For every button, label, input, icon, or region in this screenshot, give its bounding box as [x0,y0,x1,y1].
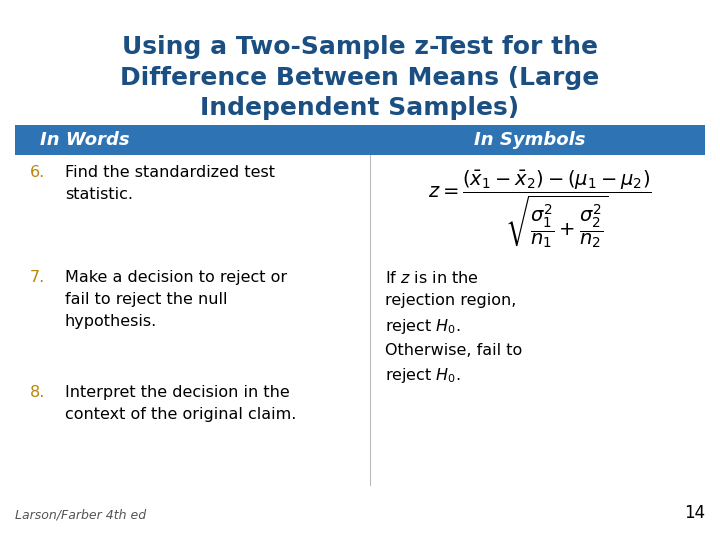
Text: 6.: 6. [30,165,45,180]
Text: $z = \dfrac{(\bar{x}_1 - \bar{x}_2) - (\mu_1 - \mu_2)}{\sqrt{\dfrac{\sigma_1^2}{: $z = \dfrac{(\bar{x}_1 - \bar{x}_2) - (\… [428,169,652,251]
Text: 14: 14 [684,504,705,522]
Text: Make a decision to reject or
fail to reject the null
hypothesis.: Make a decision to reject or fail to rej… [65,270,287,329]
Text: Using a Two-Sample z-Test for the
Difference Between Means (Large
Independent Sa: Using a Two-Sample z-Test for the Differ… [120,35,600,120]
Text: Find the standardized test
statistic.: Find the standardized test statistic. [65,165,275,202]
Text: Interpret the decision in the
context of the original claim.: Interpret the decision in the context of… [65,385,297,422]
Bar [15,125,705,155]
Text: In Words: In Words [40,131,130,149]
Text: In Symbols: In Symbols [474,131,586,149]
Text: 8.: 8. [30,385,45,400]
Text: Larson/Farber 4th ed: Larson/Farber 4th ed [15,509,146,522]
Text: 7.: 7. [30,270,45,285]
Text: If $z$ is in the
rejection region,
reject $H_0$.
Otherwise, fail to
reject $H_0$: If $z$ is in the rejection region, rejec… [385,270,522,385]
